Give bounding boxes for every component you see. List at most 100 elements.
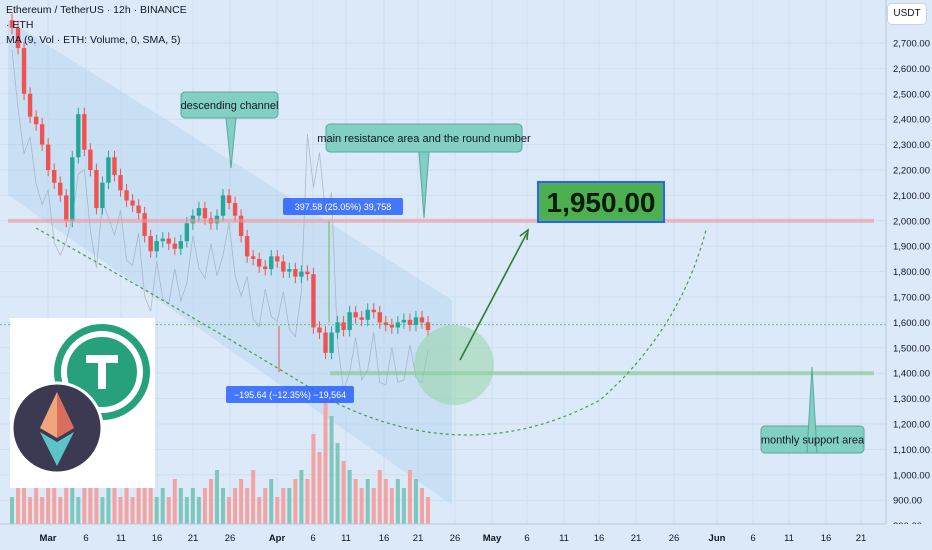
price-tick-label: 2,400.00 xyxy=(893,115,930,126)
volume-bar xyxy=(22,479,27,524)
volume-bar xyxy=(160,488,165,524)
candle-body xyxy=(250,256,256,259)
candle-body xyxy=(305,271,310,275)
measure-down-box xyxy=(226,386,354,403)
volume-bar xyxy=(70,488,75,524)
candle-body xyxy=(359,317,364,320)
candle-body xyxy=(33,116,39,125)
volume-bar xyxy=(245,488,250,524)
price-tick-label: 1,100.00 xyxy=(893,445,930,456)
price-tick-label: 2,600.00 xyxy=(893,64,930,75)
overlays: descending channel main resistance area a… xyxy=(0,91,930,488)
price-tick-label: 1,000.00 xyxy=(893,470,930,481)
candle-body xyxy=(256,258,262,267)
time-tick-label: 21 xyxy=(856,533,867,544)
support-callout-pointer xyxy=(806,366,818,454)
candle-body xyxy=(82,114,87,150)
volume-bar xyxy=(130,497,135,524)
measure-up-label: 397.58 (25.05%) 39,758 xyxy=(295,202,392,212)
candle-body xyxy=(220,195,226,216)
candle-body xyxy=(383,322,388,325)
descending-channel-callout-pointer xyxy=(225,117,237,169)
candle-body xyxy=(293,269,298,277)
price-tick-label: 1,900.00 xyxy=(893,242,930,253)
candle-body xyxy=(39,124,45,145)
candle-body xyxy=(52,170,57,183)
time-tick-label: 16 xyxy=(821,533,832,544)
volume-bar xyxy=(46,470,51,524)
candle-body xyxy=(425,322,431,331)
candle-body xyxy=(178,241,184,249)
projection-arrow-head xyxy=(519,228,529,241)
monthly-support-label: monthly support area xyxy=(761,435,865,447)
ethereum-shade xyxy=(57,392,74,438)
candle-body xyxy=(323,332,328,353)
candle-body xyxy=(329,332,334,353)
volume-bar xyxy=(52,488,57,524)
volume-bar xyxy=(329,416,334,524)
candle-body xyxy=(341,322,346,331)
candle-body xyxy=(70,157,75,221)
currency-button[interactable]: USDT xyxy=(888,4,926,24)
volume-ma-line xyxy=(11,49,429,391)
volume-bar xyxy=(299,470,304,524)
resistance-label: main resistance area and the round numbe… xyxy=(317,133,531,145)
legend-subtitle: · ETH xyxy=(6,19,34,31)
candle-body xyxy=(196,208,202,216)
time-tick-label: Mar xyxy=(40,533,57,544)
candle-body xyxy=(365,309,370,320)
volume-bar xyxy=(383,479,388,524)
volume-bar xyxy=(257,497,262,524)
volume-bar xyxy=(401,488,406,524)
ma-line xyxy=(11,49,429,391)
price-tick-label: 1,600.00 xyxy=(893,318,930,329)
time-tick-label: 6 xyxy=(83,533,88,544)
candle-body xyxy=(317,327,322,333)
candle-body xyxy=(172,243,177,249)
volume-bar xyxy=(208,479,213,524)
resistance-zone xyxy=(8,218,874,223)
volume-bar xyxy=(426,497,430,524)
candle-body xyxy=(281,261,286,272)
volume-bar xyxy=(389,488,394,524)
candle-body xyxy=(100,182,105,209)
candle-body xyxy=(377,312,382,323)
candle-body xyxy=(136,205,141,214)
candle-body xyxy=(130,200,135,206)
candle-body xyxy=(347,312,352,331)
time-tick-label: Apr xyxy=(269,533,286,544)
volume-bar xyxy=(64,479,69,524)
volume-bar xyxy=(263,488,268,524)
price-tick-label: 2,000.00 xyxy=(893,216,930,227)
volume-bar xyxy=(419,488,424,524)
volume-bar xyxy=(40,497,45,524)
candle-body xyxy=(389,324,395,328)
volume-bar xyxy=(10,497,14,524)
candle-body xyxy=(202,208,208,219)
volume-bar xyxy=(353,479,358,524)
volume-bar xyxy=(413,479,418,524)
price-tick-label: 1,700.00 xyxy=(893,293,930,304)
volume-bar xyxy=(94,488,99,524)
time-tick-label: May xyxy=(483,533,502,544)
volume-bar xyxy=(365,479,370,524)
time-tick-label: 26 xyxy=(669,533,680,544)
volume-bar xyxy=(172,479,177,524)
price-tick-label: 2,100.00 xyxy=(893,191,930,202)
volume-bar xyxy=(88,479,93,524)
time-tick-label: 16 xyxy=(152,533,163,544)
measure-up-box xyxy=(283,198,403,215)
price-tick-label: 1,400.00 xyxy=(893,369,930,380)
time-tick-label: 21 xyxy=(188,533,199,544)
volume-bar xyxy=(305,479,310,524)
projection-arrow xyxy=(459,232,528,361)
tether-ring xyxy=(61,331,143,413)
volume-bar xyxy=(335,443,340,524)
candle-body xyxy=(58,182,63,196)
volume-bar xyxy=(221,488,226,524)
candle-body xyxy=(88,149,93,170)
volume-bar xyxy=(233,488,238,524)
price-axis: 2,700.00 2,600.00 2,500.00 2,400.00 2,300.00… xyxy=(885,0,932,550)
candle-body xyxy=(76,114,81,158)
